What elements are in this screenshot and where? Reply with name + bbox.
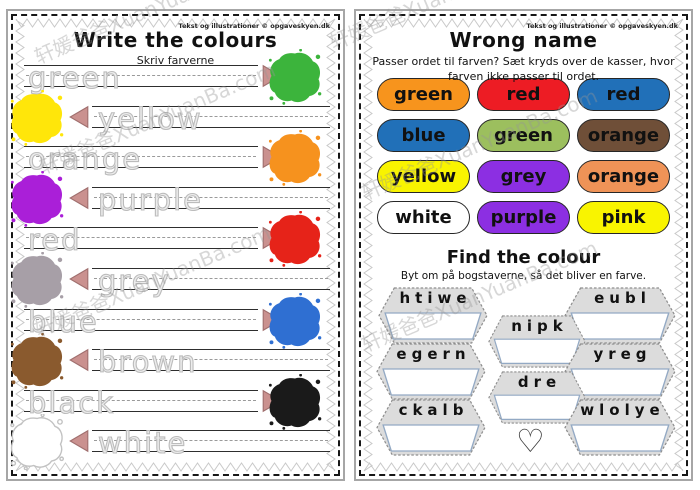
trace-row-purple: purple [18, 179, 333, 219]
find-the-colour-title: Find the colour [446, 247, 601, 268]
page-subtitle: Skriv farverne [136, 54, 215, 67]
colour-ovals: green red red blue green orange yellow g… [366, 78, 681, 242]
trace-row-orange: orange [18, 138, 333, 178]
paint-splat-icon [9, 252, 65, 308]
scrambled-word: wlolye [580, 401, 665, 419]
hexagon-wlolye: wlolye [564, 399, 676, 456]
colour-oval: white [377, 201, 470, 234]
find-the-colour-subtitle: Byt om på bogstaverne, så det bliver en … [400, 270, 647, 282]
traceable-word: brown [97, 345, 198, 380]
traceable-word: grey [97, 264, 171, 298]
heart-icon: ♡ [516, 422, 545, 460]
scrambled-word: nipk [511, 317, 568, 335]
trace-row-grey: grey [18, 260, 333, 300]
trace-rows: green yellow orange [18, 57, 333, 469]
trace-row-blue: blue [18, 301, 333, 341]
colour-oval: yellow [377, 160, 470, 193]
colour-oval: pink [577, 201, 670, 234]
traceable-word: yellow [97, 101, 203, 136]
page-title: Wrong name [449, 28, 598, 52]
page-write-the-colours: Tekst og illustrationer © opgaveskyen.dk… [6, 9, 345, 481]
colour-oval: orange [577, 119, 670, 152]
paint-splat-icon [9, 414, 65, 470]
colour-oval: purple [477, 201, 570, 234]
instructions-line1: Passer ordet til farven? Sæt kryds over … [372, 55, 675, 68]
oval-row: yellow grey orange [366, 160, 681, 193]
arrow-icon [68, 428, 90, 454]
oval-row: blue green orange [366, 119, 681, 152]
arrow-icon [68, 347, 90, 373]
oval-row: white purple pink [366, 201, 681, 234]
trace-row-yellow: yellow [18, 98, 333, 138]
scrambled-word: yreg [593, 345, 652, 363]
page-wrong-name: Tekst og illustrationer © opgaveskyen.dk… [354, 9, 693, 481]
trace-row-brown: brown [18, 341, 333, 381]
scrambled-word: dre [517, 373, 562, 391]
hexagon-htiwe: htiwe [378, 287, 488, 344]
traceable-word: purple [97, 182, 204, 217]
arrow-icon [68, 266, 90, 292]
colour-oval: orange [577, 160, 670, 193]
arrow-icon [68, 185, 90, 211]
paint-splat-icon [267, 130, 323, 186]
paint-splat-icon [9, 333, 65, 389]
hexagon-ckalb: ckalb [376, 399, 486, 456]
scrambled-word: egern [396, 345, 471, 363]
trace-row-red: red [18, 219, 333, 259]
paint-splat-icon [267, 374, 323, 430]
trace-row-black: black [18, 382, 333, 422]
trace-row-white: white [18, 422, 333, 462]
page-title: Write the colours [73, 28, 278, 52]
trace-row-green: green [18, 57, 333, 97]
arrow-icon [68, 104, 90, 130]
scrambled-word-hexagons: htiwe eubl nipk egern yreg [366, 285, 681, 465]
hexagon-egern: egern [376, 343, 486, 400]
colour-oval: grey [477, 160, 570, 193]
scrambled-word: eubl [594, 289, 651, 307]
paint-splat-icon [267, 211, 323, 267]
scrambled-word: ckalb [398, 401, 469, 419]
colour-oval: green [477, 119, 570, 152]
instructions-line2: farven ikke passer til ordet. [447, 70, 600, 84]
traceable-word: white [97, 426, 188, 461]
paint-splat-icon [9, 171, 65, 227]
paint-splat-icon [267, 293, 323, 349]
scrambled-word: htiwe [399, 289, 472, 307]
paint-splat-icon [9, 90, 65, 146]
instructions: Passer ordet til farven? Sæt kryds over … [366, 54, 681, 85]
colour-oval: blue [377, 119, 470, 152]
worksheet-spread: Tekst og illustrationer © opgaveskyen.dk… [6, 9, 693, 481]
